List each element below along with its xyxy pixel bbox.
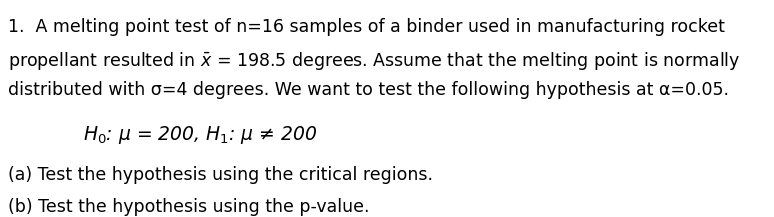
Text: (b) Test the hypothesis using the p-value.: (b) Test the hypothesis using the p-valu… — [8, 197, 369, 215]
Text: 1.  A melting point test of n=16 samples of a binder used in manufacturing rocke: 1. A melting point test of n=16 samples … — [8, 18, 725, 36]
Text: $H_0$: μ = 200, $H_1$: μ ≠ 200: $H_0$: μ = 200, $H_1$: μ ≠ 200 — [83, 125, 317, 146]
Text: distributed with σ=4 degrees. We want to test the following hypothesis at α=0.05: distributed with σ=4 degrees. We want to… — [8, 81, 729, 99]
Text: (a) Test the hypothesis using the critical regions.: (a) Test the hypothesis using the critic… — [8, 166, 433, 184]
Text: propellant resulted in $\bar{x}$ = 198.5 degrees. Assume that the melting point : propellant resulted in $\bar{x}$ = 198.5… — [8, 49, 741, 71]
